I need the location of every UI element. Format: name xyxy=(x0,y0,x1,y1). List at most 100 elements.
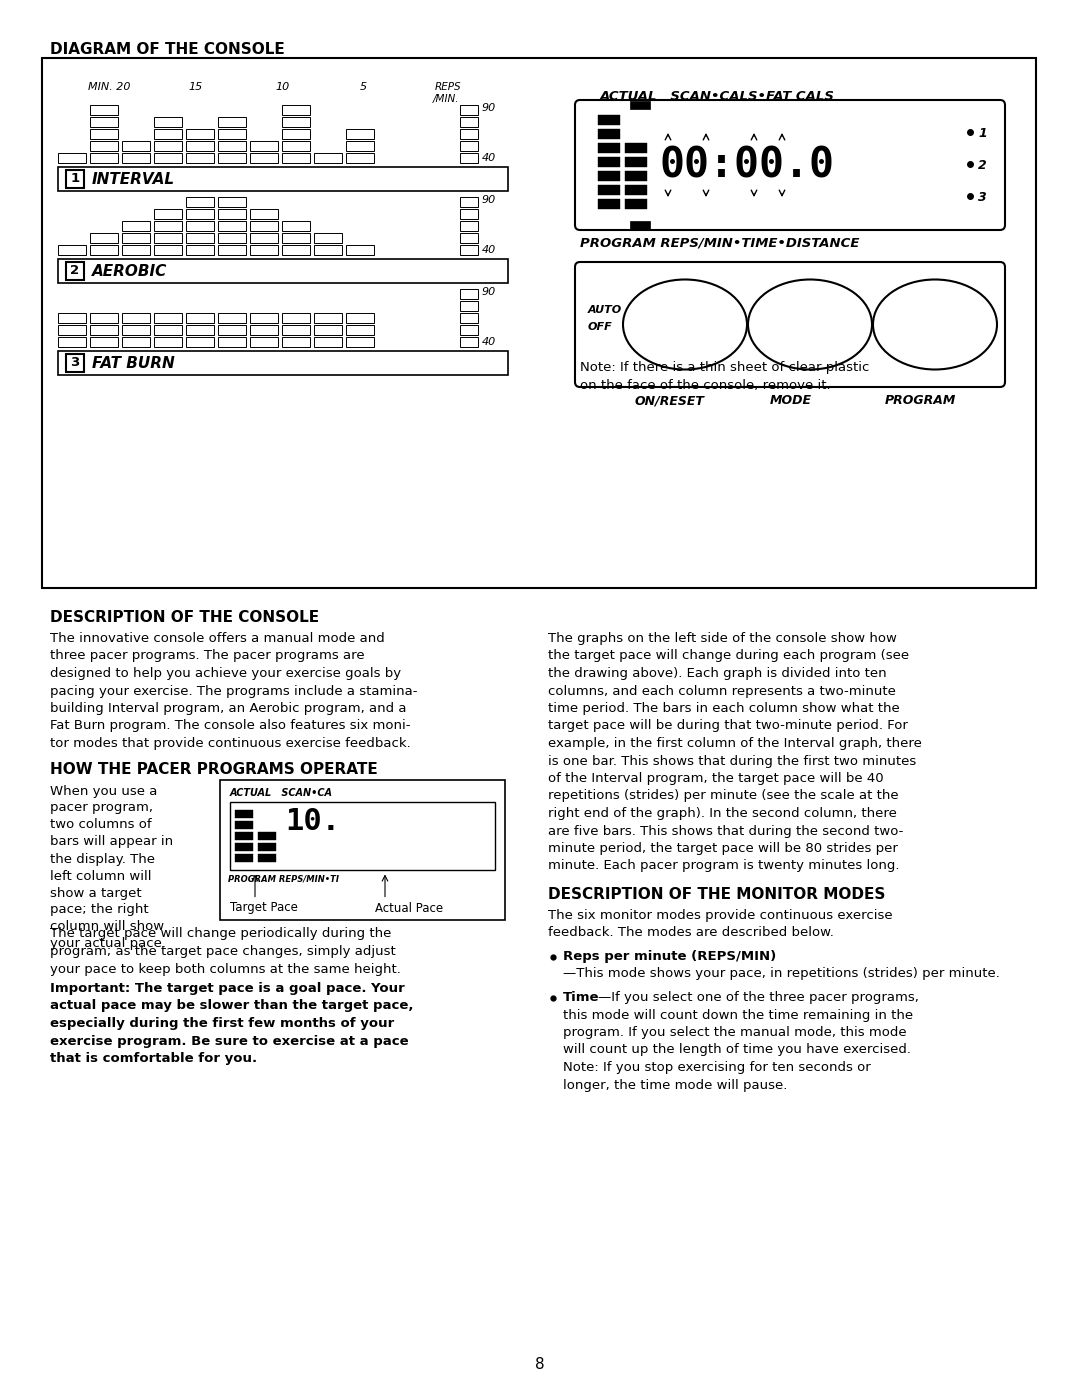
Text: pacing your exercise. The programs include a stamina-: pacing your exercise. The programs inclu… xyxy=(50,685,418,697)
Text: of the Interval program, the target pace will be 40: of the Interval program, the target pace… xyxy=(548,773,883,785)
Bar xyxy=(460,210,478,219)
Bar xyxy=(282,154,310,163)
Bar xyxy=(346,141,374,151)
Bar xyxy=(258,831,276,840)
Bar xyxy=(282,244,310,256)
Bar xyxy=(186,326,214,335)
Text: Note: If there is a thin sheet of clear plastic: Note: If there is a thin sheet of clear … xyxy=(580,360,869,374)
Bar xyxy=(218,326,246,335)
Bar xyxy=(235,854,253,862)
Bar xyxy=(460,141,478,151)
Text: PROGRAM: PROGRAM xyxy=(885,394,957,407)
Bar xyxy=(218,233,246,243)
FancyBboxPatch shape xyxy=(575,263,1005,387)
Bar xyxy=(460,300,478,312)
Bar xyxy=(58,351,508,374)
Bar xyxy=(249,210,278,219)
Text: column will show: column will show xyxy=(50,921,164,933)
Bar xyxy=(314,244,342,256)
Bar xyxy=(154,233,183,243)
Bar xyxy=(282,117,310,127)
Text: 3: 3 xyxy=(70,356,80,369)
Text: MODE: MODE xyxy=(770,394,812,407)
Bar xyxy=(460,105,478,115)
Text: longer, the time mode will pause.: longer, the time mode will pause. xyxy=(563,1078,787,1091)
Bar xyxy=(90,326,118,335)
Text: minute. Each pacer program is twenty minutes long.: minute. Each pacer program is twenty min… xyxy=(548,859,900,873)
Text: 15: 15 xyxy=(188,82,202,92)
Text: DIAGRAM OF THE CONSOLE: DIAGRAM OF THE CONSOLE xyxy=(50,42,285,57)
Bar xyxy=(186,197,214,207)
Bar xyxy=(282,233,310,243)
Bar xyxy=(625,142,647,154)
Text: OFF: OFF xyxy=(588,321,612,332)
Text: AEROBIC: AEROBIC xyxy=(92,264,167,278)
Bar xyxy=(186,129,214,138)
Bar xyxy=(154,221,183,231)
Bar xyxy=(186,313,214,323)
Bar xyxy=(90,154,118,163)
Bar xyxy=(186,244,214,256)
Bar xyxy=(258,842,276,851)
Bar xyxy=(598,198,620,210)
Text: The innovative console offers a manual mode and: The innovative console offers a manual m… xyxy=(50,631,384,645)
Bar xyxy=(58,326,86,335)
Bar xyxy=(460,244,478,256)
Bar xyxy=(460,154,478,163)
Text: actual pace may be slower than the target pace,: actual pace may be slower than the targe… xyxy=(50,999,414,1013)
Bar xyxy=(154,244,183,256)
Text: 3: 3 xyxy=(978,191,987,204)
Bar xyxy=(249,233,278,243)
Bar xyxy=(218,129,246,138)
Bar xyxy=(314,337,342,346)
Bar xyxy=(460,289,478,299)
Bar xyxy=(42,59,1036,588)
Text: designed to help you achieve your exercise goals by: designed to help you achieve your exerci… xyxy=(50,666,401,680)
Text: Time: Time xyxy=(563,990,599,1004)
Text: PROGRAM REPS/MIN•TIME•DISTANCE: PROGRAM REPS/MIN•TIME•DISTANCE xyxy=(580,237,860,250)
Bar xyxy=(460,221,478,231)
Bar xyxy=(58,313,86,323)
Bar xyxy=(122,141,150,151)
Bar xyxy=(218,141,246,151)
Text: 90: 90 xyxy=(482,103,496,113)
Text: show a target: show a target xyxy=(50,887,141,900)
Ellipse shape xyxy=(748,279,872,369)
Bar xyxy=(154,210,183,219)
Text: tor modes that provide continuous exercise feedback.: tor modes that provide continuous exerci… xyxy=(50,738,410,750)
Bar xyxy=(282,105,310,115)
Bar xyxy=(235,842,253,851)
Bar xyxy=(154,313,183,323)
Bar xyxy=(314,233,342,243)
Bar xyxy=(235,809,253,817)
Bar xyxy=(346,337,374,346)
Bar xyxy=(249,313,278,323)
Text: 90: 90 xyxy=(482,286,496,298)
Text: will count up the length of time you have exercised.: will count up the length of time you hav… xyxy=(563,1044,912,1056)
Text: your actual pace.: your actual pace. xyxy=(50,937,166,950)
Text: The six monitor modes provide continuous exercise: The six monitor modes provide continuous… xyxy=(548,909,893,922)
Bar xyxy=(235,820,253,828)
Bar xyxy=(58,258,508,284)
Text: your pace to keep both columns at the same height.: your pace to keep both columns at the sa… xyxy=(50,963,401,975)
Bar xyxy=(186,337,214,346)
Text: are five bars. This shows that during the second two-: are five bars. This shows that during th… xyxy=(548,824,903,837)
Text: 1: 1 xyxy=(70,172,80,186)
Text: columns, and each column represents a two-minute: columns, and each column represents a tw… xyxy=(548,685,896,697)
Bar xyxy=(282,337,310,346)
Bar xyxy=(186,141,214,151)
Bar xyxy=(625,198,647,210)
Text: feedback. The modes are described below.: feedback. The modes are described below. xyxy=(548,926,834,940)
Bar xyxy=(186,210,214,219)
Text: DESCRIPTION OF THE CONSOLE: DESCRIPTION OF THE CONSOLE xyxy=(50,610,319,624)
Text: pacer program,: pacer program, xyxy=(50,802,153,814)
Bar xyxy=(625,170,647,182)
Bar xyxy=(218,197,246,207)
Text: The graphs on the left side of the console show how: The graphs on the left side of the conso… xyxy=(548,631,896,645)
Bar xyxy=(625,184,647,196)
Text: Fat Burn program. The console also features six moni-: Fat Burn program. The console also featu… xyxy=(50,719,410,732)
Text: /MIN.: /MIN. xyxy=(433,94,459,103)
Bar xyxy=(346,129,374,138)
Bar xyxy=(598,156,620,168)
Text: the target pace will change during each program (see: the target pace will change during each … xyxy=(548,650,909,662)
